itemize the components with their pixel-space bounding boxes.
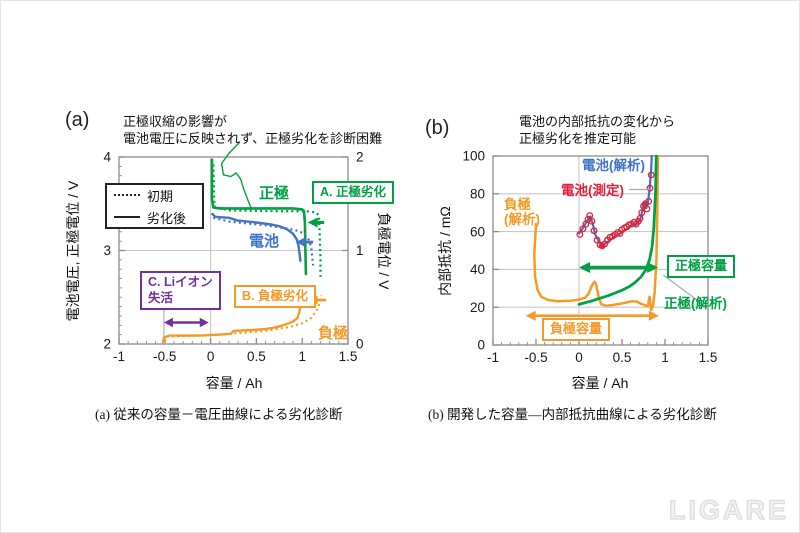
curve-label-positive-analysis: 正極(解析) <box>664 296 727 311</box>
annotation-box-li-ion-loss-line1: C. Liイオン <box>148 275 213 289</box>
svg-text:60: 60 <box>470 224 485 239</box>
panel-a-ylabel-left: 電池電圧, 正極電位 / V <box>65 180 81 322</box>
svg-text:80: 80 <box>470 187 485 202</box>
annotation-box-positive-capacity: 正極容量 <box>667 255 736 278</box>
annotation-box-li-ion-loss-line2: 失活 <box>148 291 174 305</box>
legend-item-degraded: 劣化後 <box>114 208 202 227</box>
svg-text:40: 40 <box>470 262 485 277</box>
svg-text:20: 20 <box>470 300 485 315</box>
curve-label-negative-analysis-line1: 負極 <box>504 197 531 212</box>
svg-text:1: 1 <box>356 243 364 258</box>
caption-panel-a: (a) 従来の容量－電圧曲線による劣化診断 <box>95 407 343 422</box>
svg-text:1: 1 <box>661 350 669 365</box>
legend-dotted-line-sample <box>114 194 140 196</box>
legend: 初期 劣化後 <box>105 183 204 229</box>
panel-b-title-line1: 電池の内部抵抗の変化から <box>519 114 676 129</box>
svg-text:0: 0 <box>575 350 583 365</box>
curve-label-positive-electrode: 正極 <box>259 185 290 202</box>
panel-b-label: (b) <box>425 117 450 139</box>
svg-text:3: 3 <box>103 243 111 258</box>
svg-text:4: 4 <box>103 150 111 165</box>
svg-text:2: 2 <box>356 150 364 165</box>
curve-label-negative-analysis: 負極 (解析) <box>504 197 540 227</box>
svg-text:1.5: 1.5 <box>339 349 358 364</box>
ligare-watermark: LIGARE <box>668 494 789 525</box>
curve-label-battery-analysis: 電池(解析) <box>582 158 645 173</box>
curve-label-battery-measured: 電池(測定) <box>561 183 624 198</box>
panel-b-title-line2: 正極劣化を推定可能 <box>519 131 637 146</box>
curve-label-negative-analysis-line2: (解析) <box>504 212 540 227</box>
panel-b-ylabel: 内部抵抗 / mΩ <box>437 206 453 296</box>
panel-a-xlabel: 容量 / Ah <box>205 375 263 391</box>
svg-text:0: 0 <box>477 338 485 353</box>
svg-text:2: 2 <box>103 337 111 352</box>
curve-label-battery: 電池 <box>249 233 280 250</box>
curve-label-negative-electrode: 負極 <box>318 325 349 342</box>
legend-item-initial: 初期 <box>114 186 202 205</box>
svg-text:0: 0 <box>356 337 364 352</box>
panel-a-label: (a) <box>65 109 90 131</box>
svg-text:1: 1 <box>298 349 306 364</box>
legend-label-degraded: 劣化後 <box>147 210 187 226</box>
annotation-box-positive-degradation: A. 正極劣化 <box>312 181 394 204</box>
svg-text:100: 100 <box>462 149 485 164</box>
svg-text:-1: -1 <box>113 349 125 364</box>
legend-label-initial: 初期 <box>147 188 174 204</box>
svg-text:0.5: 0.5 <box>613 350 632 365</box>
annotation-box-li-ion-loss: C. Liイオン 失活 <box>140 271 221 310</box>
panel-b-xlabel: 容量 / Ah <box>571 375 629 391</box>
svg-text:0.5: 0.5 <box>247 349 266 364</box>
panel-a-ylabel-right: 負極電位 / V <box>376 212 392 290</box>
legend-solid-line-sample <box>114 216 140 218</box>
annotation-box-negative-degradation: B. 負極劣化 <box>234 285 316 308</box>
annotation-box-negative-capacity: 負極容量 <box>542 318 611 341</box>
panel-a-title-line1: 正極収縮の影響が <box>123 114 228 129</box>
svg-text:1.5: 1.5 <box>699 350 718 365</box>
panel-a-title-line2: 電池電圧に反映されず、正極劣化を診断困難 <box>123 131 383 146</box>
caption-panel-b: (b) 開発した容量―内部抵抗曲線による劣化診断 <box>428 407 717 422</box>
svg-text:-1: -1 <box>487 350 499 365</box>
svg-text:-0.5: -0.5 <box>153 349 176 364</box>
svg-text:-0.5: -0.5 <box>524 350 547 365</box>
svg-text:0: 0 <box>207 349 215 364</box>
